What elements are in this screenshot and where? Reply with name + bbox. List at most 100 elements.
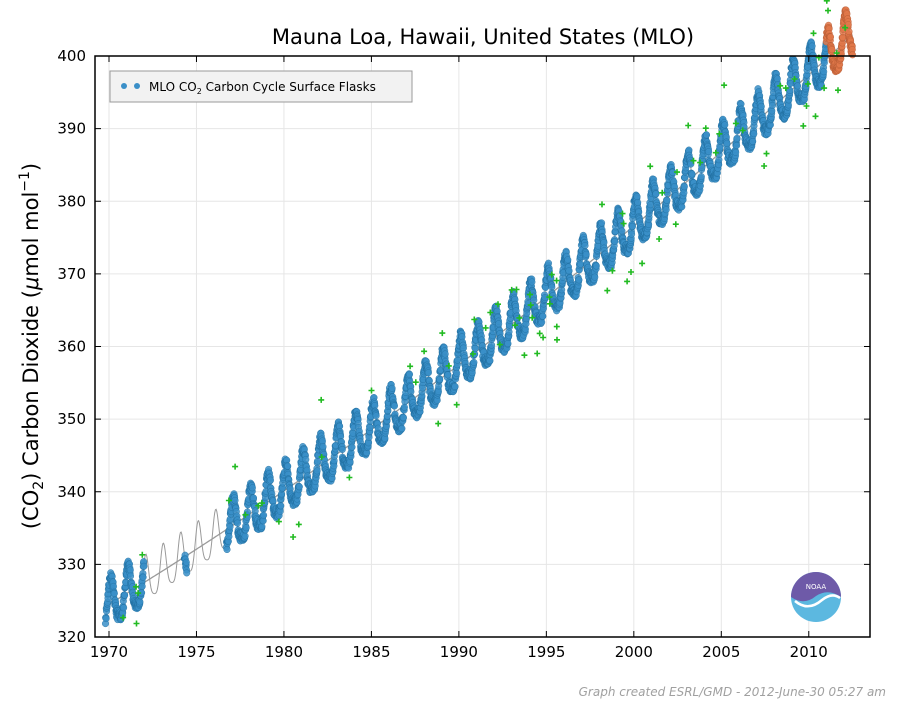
flask-sample-point [757, 102, 765, 110]
flask-sample-point [233, 519, 241, 527]
outlier-marker [536, 330, 543, 337]
outlier-marker [407, 363, 414, 370]
flask-sample-point [121, 591, 129, 599]
flask-sample-point [628, 222, 636, 230]
outlier-marker [810, 30, 817, 37]
flask-sample-point [120, 604, 128, 612]
ylabel-end: ) [19, 163, 43, 171]
flask-sample-point [647, 201, 655, 209]
flask-sample-point [424, 369, 432, 377]
flask-sample-point [652, 190, 660, 198]
outlier-marker [534, 350, 541, 357]
flask-sample-point [372, 412, 380, 420]
outlier-marker [232, 463, 239, 470]
outlier-marker [421, 348, 428, 355]
ylabel-sup: −1 [17, 171, 33, 192]
flask-sample-point [242, 524, 250, 532]
flask-sample-point [348, 443, 356, 451]
outlier-marker [702, 125, 709, 132]
outlier-marker [835, 87, 841, 94]
y-tick-label: 350 [57, 410, 86, 428]
outlier-marker [368, 387, 375, 394]
flask-sample-point [716, 144, 724, 152]
flask-sample-point [451, 383, 459, 391]
outlier-marker [346, 474, 353, 481]
outlier-marker [656, 236, 663, 242]
flask-sample-point [564, 256, 572, 264]
flask-sample-point [138, 582, 146, 590]
outlier-marker [553, 277, 560, 284]
legend-label: MLO CO2 Carbon Cycle Surface Flasks [149, 80, 376, 96]
flask-sample-point [705, 148, 713, 156]
flask-sample-point [136, 598, 144, 606]
flask-sample-point [223, 546, 231, 554]
x-tick-label: 1985 [352, 643, 390, 661]
x-tick-label: 1975 [177, 643, 215, 661]
x-tick-label: 1990 [440, 643, 478, 661]
outlier-marker [825, 7, 831, 14]
flask-sample-point [441, 350, 449, 358]
y-tick-label: 340 [57, 483, 86, 501]
flask-sample-point [436, 375, 444, 383]
outlier-marker [412, 379, 419, 386]
outlier-marker [540, 334, 547, 341]
flask-sample-point [313, 467, 321, 475]
y-tick-label: 330 [57, 555, 86, 573]
x-tick-label: 1980 [265, 643, 303, 661]
outlier-marker [295, 521, 302, 528]
flask-sample-point [528, 278, 536, 286]
outlier-marker [800, 122, 807, 129]
flask-sample-point [139, 573, 147, 581]
flask-sample-point [126, 572, 134, 580]
flask-sample-point [634, 198, 642, 206]
flask-sample-point [591, 273, 599, 281]
x-tick-label: 2005 [702, 643, 740, 661]
x-tick-label: 1995 [527, 643, 565, 661]
flask-sample-point [820, 68, 828, 76]
flask-sample-point [598, 219, 606, 227]
outlier-marker [599, 201, 605, 208]
x-tick-label: 1970 [90, 643, 128, 661]
flask-sample-point [260, 511, 268, 519]
flask-sample-point [249, 494, 257, 502]
noaa-logo-text: NOAA [806, 583, 827, 591]
outlier-marker [685, 122, 692, 129]
flask-sample-point [633, 193, 641, 201]
noaa-logo: NOAA [791, 572, 841, 622]
flask-sample-point [576, 260, 584, 268]
outlier-marker [290, 534, 297, 540]
flask-sample-point [453, 369, 461, 377]
flask-sample-point [723, 139, 731, 147]
ylabel-sub: 2 [31, 481, 47, 490]
flask-sample-point [539, 312, 547, 320]
flask-sample-point [808, 42, 816, 50]
chart-title: Mauna Loa, Hawaii, United States (MLO) [272, 25, 694, 49]
flask-sample-point [697, 173, 705, 181]
outlier-marker [521, 352, 528, 359]
y-tick-label: 360 [57, 338, 86, 356]
outlier-marker [761, 163, 768, 169]
flask-sample-point [680, 189, 688, 197]
outlier-marker [624, 278, 631, 285]
flask-sample-point [733, 141, 741, 149]
flask-sample-point [721, 121, 729, 129]
y-tick-label: 400 [57, 47, 86, 65]
y-tick-label: 380 [57, 192, 86, 210]
flask-sample-point [495, 320, 503, 328]
flask-sample-point [662, 206, 670, 214]
outlier-marker [554, 336, 560, 343]
flask-sample-point [267, 476, 275, 484]
outlier-marker [604, 287, 611, 294]
data-points [101, 0, 857, 628]
flask-sample-point [295, 483, 303, 491]
outlier-marker [812, 113, 819, 120]
flask-sample-point [398, 425, 406, 433]
outlier-marker [435, 420, 442, 427]
outlier-marker [823, 0, 830, 4]
preliminary-sample-point [845, 28, 853, 36]
flask-sample-point [628, 230, 636, 238]
outlier-marker [721, 82, 728, 89]
flask-sample-point [302, 456, 310, 464]
flask-sample-point [703, 131, 711, 139]
